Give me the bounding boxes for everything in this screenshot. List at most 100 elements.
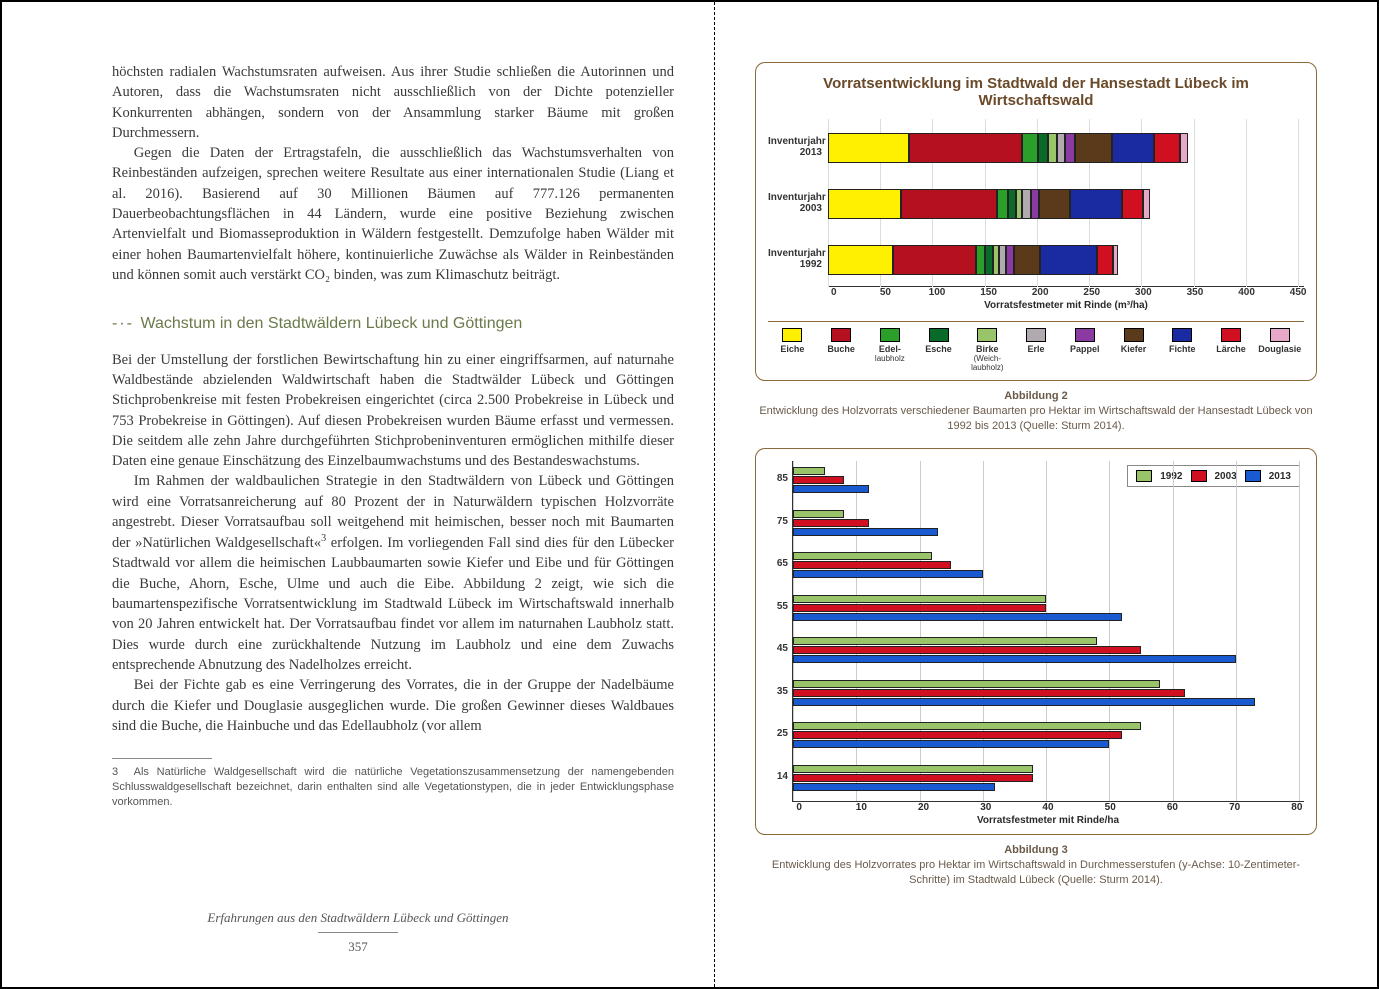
chart-1-tick: 250 (1066, 287, 1118, 298)
chart-1-tick: 0 (808, 287, 860, 298)
chart-1-seg (828, 133, 909, 163)
chart-2-bar (793, 646, 1141, 654)
chart-1-legend-item: Esche (914, 328, 963, 372)
chart-2-tick: 30 (955, 802, 1017, 813)
chart-2-group-55 (793, 595, 1122, 622)
chart-1-seg (997, 189, 1007, 219)
legend-sublabel: (Weich- laubholz) (971, 355, 1003, 373)
chart-1-seg (985, 245, 993, 275)
legend-label: 2003 (1215, 471, 1237, 482)
legend-label: Kiefer (1121, 345, 1147, 355)
chart-1-legend-item: Kiefer (1109, 328, 1158, 372)
chart-1-seg (1014, 245, 1040, 275)
chart-1-legend-item: Birke(Weich- laubholz) (963, 328, 1012, 372)
chart-2-bar (793, 655, 1236, 663)
para-1: höchsten radialen Wachstumsraten aufweis… (112, 62, 674, 143)
page-right: Vorratsentwicklung im Stadtwald der Hans… (715, 2, 1377, 987)
chart-2-legend: 199220032013 (1127, 465, 1300, 487)
chart-2-bar (793, 698, 1255, 706)
chart-1-seg (1097, 245, 1113, 275)
chart-1-tick: 100 (911, 287, 963, 298)
caption-1-text: Entwicklung des Holzvorrats verschiedene… (759, 405, 1312, 432)
chart-2-group-75 (793, 510, 938, 537)
chart-1-seg (1038, 133, 1048, 163)
chart-2-xlabel: Vorratsfestmeter mit Rinde/ha (792, 815, 1304, 826)
chart-1-seg (901, 189, 997, 219)
chart-1-area: Inventurjahr2013Inventurjahr2003Inventur… (768, 119, 1304, 287)
chart-1-title: Vorratsentwicklung im Stadtwald der Hans… (768, 75, 1304, 109)
legend-swatch (929, 328, 949, 342)
legend-swatch (1221, 328, 1241, 342)
chart-2-bar (793, 774, 1033, 782)
chart-2-plot: 199220032013 (792, 461, 1304, 802)
chart-2-box: 8575655545352514 199220032013 0102030405… (755, 448, 1317, 835)
running-footer: Erfahrungen aus den Stadtwäldern Lübeck … (2, 910, 714, 955)
running-title: Erfahrungen aus den Stadtwäldern Lübeck … (2, 910, 714, 926)
legend-sublabel: laubholz (875, 355, 905, 364)
chart-1-bar-2013 (828, 133, 1188, 163)
chart-2-group-65 (793, 552, 983, 579)
caption-2-ab: Abbildung 3 (755, 843, 1317, 858)
chart-1-tick: 150 (963, 287, 1015, 298)
chart-2-bar (793, 680, 1160, 688)
chart-2-bar (793, 604, 1046, 612)
chart-2-bar (793, 783, 995, 791)
legend-label: Douglasie (1258, 345, 1301, 355)
chart-1-seg (1065, 133, 1075, 163)
chart-2-bar (793, 613, 1122, 621)
footnote-rule (112, 758, 212, 759)
footnote-num: 3 (112, 766, 118, 778)
legend-swatch (1270, 328, 1290, 342)
chart-2-tick: 0 (768, 802, 830, 813)
chart-2-bar (793, 561, 951, 569)
legend-label: Esche (925, 345, 952, 355)
chart-2-ylabel: 85 (777, 473, 788, 484)
chart-1-ylabels: Inventurjahr2013Inventurjahr2003Inventur… (768, 119, 828, 287)
chart-2-bar (793, 485, 869, 493)
footnote-text: Als Natürliche Waldgesellschaft wird die… (112, 766, 674, 808)
legend-swatch (977, 328, 997, 342)
chart-1-legend-item: Buche (817, 328, 866, 372)
chart-1-plot (828, 119, 1304, 287)
chart-2-tick: 70 (1204, 802, 1266, 813)
chart-1-seg (1075, 133, 1112, 163)
legend-swatch (1191, 470, 1207, 482)
chart-1-legend-item: Edel-laubholz (865, 328, 914, 372)
chart-1-xlabel: Vorratsfestmeter mit Rinde (m³/ha) (828, 300, 1304, 311)
chart-1-seg (1022, 189, 1030, 219)
chart-1-seg (1008, 189, 1016, 219)
chart-1-seg (1112, 133, 1154, 163)
chart-2-tick: 40 (1017, 802, 1079, 813)
chart-2-bar (793, 552, 932, 560)
para-5: Bei der Fichte gab es eine Verringerung … (112, 675, 674, 736)
legend-swatch (1075, 328, 1095, 342)
chart-1-seg (1143, 189, 1149, 219)
legend-label: 1992 (1160, 471, 1182, 482)
chart-1-legend-item: Lärche (1207, 328, 1256, 372)
legend-label: Fichte (1169, 345, 1196, 355)
chart-1-tick: 450 (1272, 287, 1324, 298)
legend-label: Pappel (1070, 345, 1100, 355)
chart-1-ylabel: Inventurjahr2013 (768, 119, 828, 175)
chart-1-ticks: 050100150200250300350400450 (808, 287, 1324, 298)
chart-1-tick: 200 (1014, 287, 1066, 298)
chart-1-seg (828, 189, 901, 219)
chart-2-bar (793, 467, 825, 475)
footer-rule (318, 932, 398, 933)
book-spread: höchsten radialen Wachstumsraten aufweis… (0, 0, 1379, 989)
body-text: höchsten radialen Wachstumsraten aufweis… (112, 62, 674, 736)
chart-1-seg (1154, 133, 1180, 163)
caption-2-text: Entwicklung des Holzvorrates pro Hektar … (772, 859, 1300, 886)
chart-2-tick: 60 (1141, 802, 1203, 813)
chart-2-bar (793, 689, 1185, 697)
chart-1-seg (1180, 133, 1188, 163)
chart-2-bar (793, 595, 1046, 603)
page-number: 357 (2, 939, 714, 955)
chart-1-seg (1040, 245, 1097, 275)
legend-swatch (880, 328, 900, 342)
para-3: Bei der Umstellung der forstlichen Bewir… (112, 350, 674, 472)
chart-2-area: 8575655545352514 199220032013 (768, 461, 1304, 802)
chart-2-tick: 80 (1266, 802, 1328, 813)
chart-1-seg (828, 245, 893, 275)
chart-1-legend: EicheBucheEdel-laubholzEscheBirke(Weich-… (768, 321, 1304, 372)
